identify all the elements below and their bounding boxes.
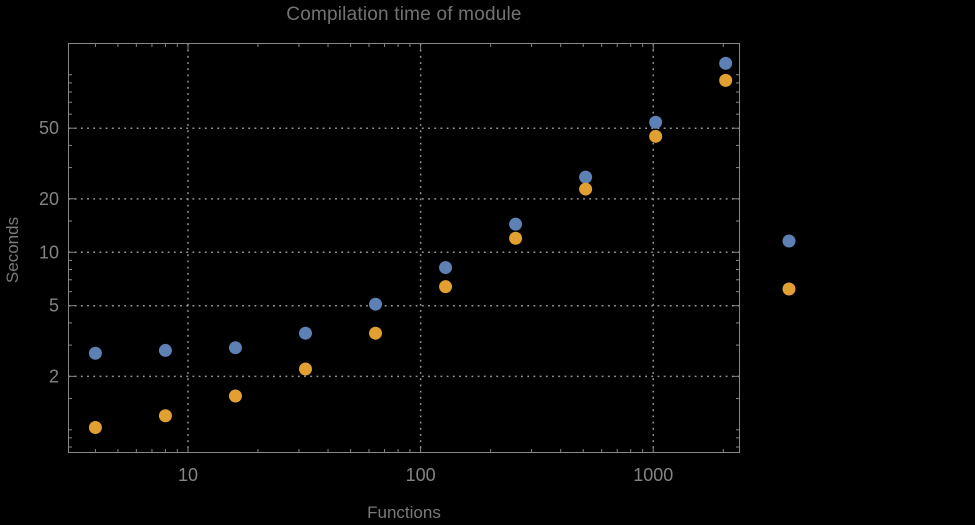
x-tick-label: 100 [406, 465, 436, 485]
data-point-series-blue [228, 341, 242, 355]
data-point-series-orange [579, 182, 593, 196]
data-point-series-orange [719, 73, 733, 87]
x-tick-label: 1000 [633, 465, 673, 485]
data-point-series-orange [369, 326, 383, 340]
y-tick-label: 5 [49, 296, 59, 316]
data-point-series-orange [649, 129, 663, 143]
data-point-series-blue [719, 56, 733, 70]
chart-title: Compilation time of module [286, 4, 522, 25]
data-point-series-orange [509, 231, 523, 245]
y-axis-label: Seconds [3, 216, 22, 284]
x-tick-label: 10 [178, 465, 198, 485]
data-point-series-blue [579, 170, 593, 184]
y-tick-label: 10 [39, 242, 59, 262]
data-point-series-blue [88, 346, 102, 360]
legend-marker-series-orange [782, 282, 796, 296]
data-point-series-blue [649, 115, 663, 129]
y-tick-label: 20 [39, 189, 59, 209]
data-point-series-blue [509, 217, 523, 231]
axis-frame [68, 43, 740, 453]
data-point-series-orange [158, 409, 172, 423]
legend-marker-series-blue [782, 234, 796, 248]
data-point-series-blue [439, 261, 453, 275]
data-point-series-blue [298, 326, 312, 340]
x-axis-label: Functions [367, 503, 441, 522]
data-point-series-orange [228, 389, 242, 403]
data-point-series-orange [298, 362, 312, 376]
data-point-series-orange [439, 280, 453, 294]
data-point-series-blue [158, 343, 172, 357]
data-point-series-orange [88, 421, 102, 435]
data-point-series-blue [369, 297, 383, 311]
y-tick-label: 2 [49, 366, 59, 386]
y-tick-label: 50 [39, 118, 59, 138]
